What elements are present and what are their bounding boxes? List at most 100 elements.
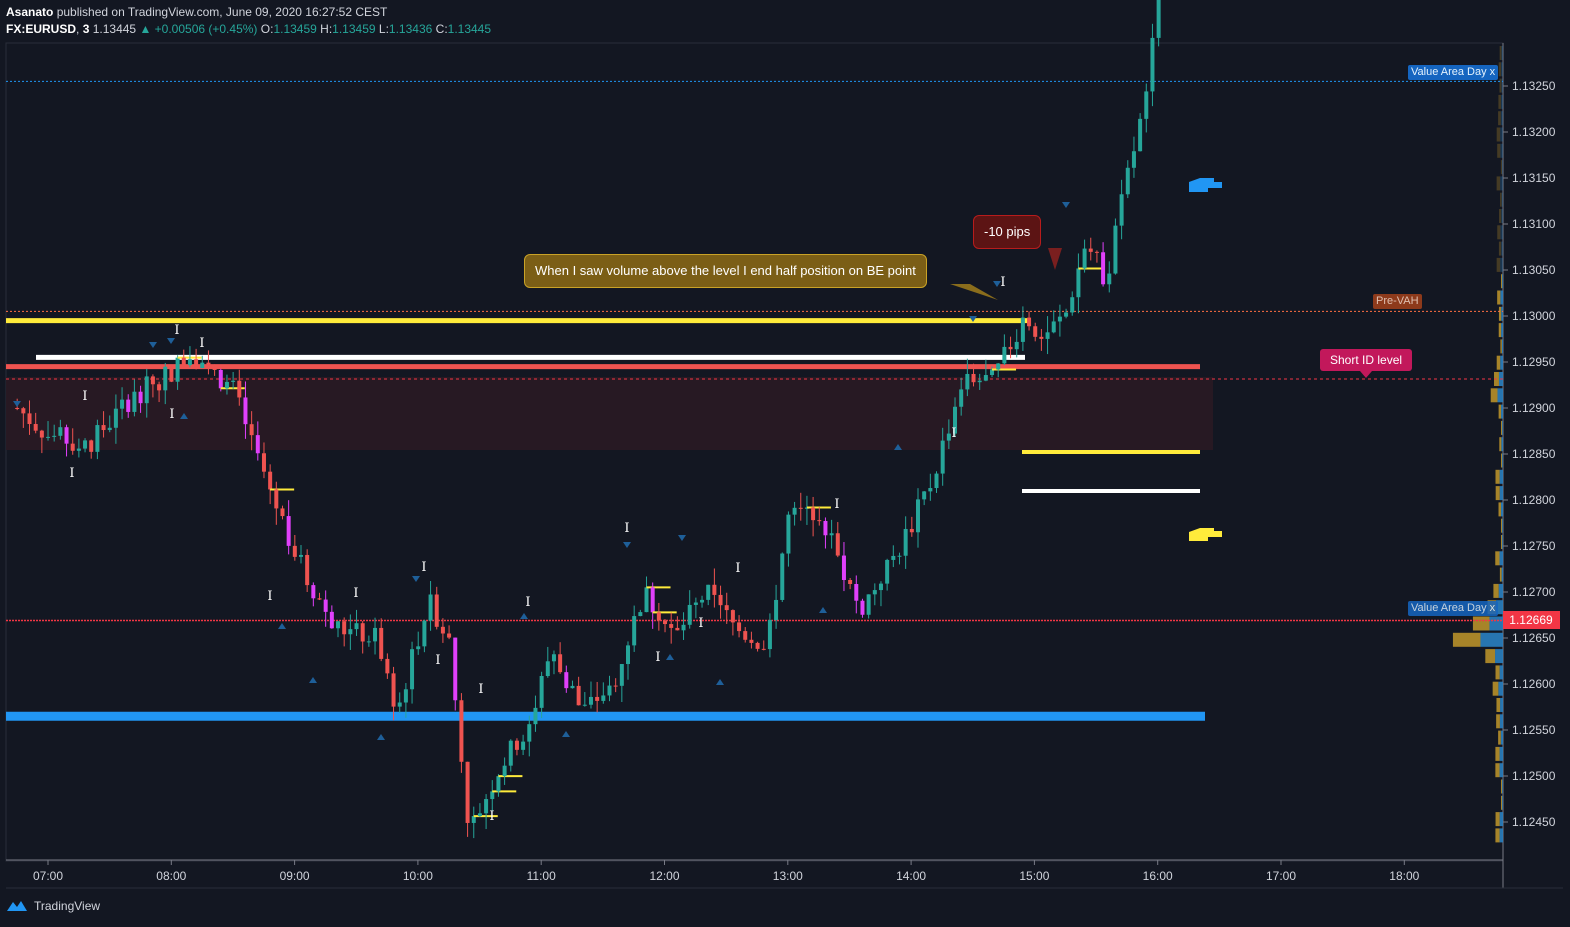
profile-sell-bar	[1500, 192, 1502, 207]
candle-body	[107, 427, 112, 431]
open-label: O:	[260, 22, 274, 36]
candle-body	[761, 648, 766, 650]
candle-body	[848, 579, 853, 584]
profile-buy-bar	[1500, 257, 1503, 272]
buy-signal-icon	[520, 613, 528, 619]
price-tick-label: 1.12650	[1512, 631, 1556, 645]
profile-buy-bar	[1502, 274, 1503, 289]
candle-body	[663, 620, 668, 625]
candle-body	[749, 639, 754, 643]
candle-body	[194, 359, 199, 369]
current-price-label: 1.12669	[1509, 613, 1553, 627]
candle-body	[551, 654, 556, 662]
short-id-label[interactable]: Short ID level	[1320, 349, 1413, 371]
author-name[interactable]: Asanato	[6, 5, 54, 19]
cursor-marker: I	[82, 389, 87, 404]
profile-buy-bar	[1498, 681, 1503, 696]
profile-buy-bar	[1499, 746, 1503, 761]
candle-body	[644, 587, 649, 613]
price-tick-label: 1.12600	[1512, 677, 1556, 691]
profile-sell-bar	[1498, 323, 1502, 338]
candle-body	[33, 424, 38, 431]
candle-body	[317, 598, 322, 600]
buy-signal-icon	[309, 677, 317, 683]
candle-body	[687, 604, 692, 625]
cursor-marker: I	[1000, 275, 1005, 290]
candle-body	[946, 433, 951, 441]
time-tick-label: 10:00	[403, 869, 433, 883]
candle-body	[1057, 316, 1062, 322]
profile-buy-bar	[1499, 486, 1503, 501]
candle-body	[286, 516, 291, 546]
time-tick-label: 14:00	[896, 869, 926, 883]
candle-body	[823, 520, 828, 536]
candle-body	[360, 623, 365, 642]
candle-body	[175, 357, 180, 382]
candle-body	[385, 658, 390, 674]
value-area-bottom-label[interactable]: Value Area Day x	[1408, 601, 1499, 616]
short-id-tail	[1360, 371, 1372, 378]
candle-body	[323, 599, 328, 612]
profile-sell-bar	[1501, 535, 1503, 549]
profile-sell-bar	[1493, 583, 1499, 598]
cursor-marker: I	[624, 521, 629, 536]
be-callout[interactable]: When I saw volume above the level I end …	[524, 254, 927, 288]
candle-body	[52, 435, 57, 437]
price-axis: 1.13250 1.13200 1.13150 1.13100 1.13050 1.130…	[1503, 79, 1556, 829]
candle-body	[990, 369, 995, 376]
profile-buy-bar	[1502, 779, 1503, 794]
brand-name[interactable]: TradingView	[34, 899, 101, 913]
candle-body	[1014, 341, 1019, 350]
chart-border	[5, 42, 1504, 862]
candle-body	[632, 616, 637, 646]
profile-sell-bar	[1495, 469, 1500, 484]
profile-buy-bar	[1501, 339, 1503, 354]
pips-callout[interactable]: -10 pips	[973, 215, 1042, 249]
symbol-label[interactable]: FX:EURUSD	[6, 22, 77, 36]
time-tick-label: 16:00	[1143, 869, 1173, 883]
profile-buy-bar	[1501, 567, 1503, 582]
candle-body	[1138, 118, 1143, 152]
candle-body	[558, 654, 563, 673]
profile-buy-bar	[1499, 812, 1503, 827]
candle-body	[70, 443, 75, 451]
cursor-marker: I	[698, 616, 703, 631]
profile-sell-bar	[1495, 746, 1500, 761]
profile-sell-bar	[1496, 698, 1501, 712]
buy-signal-icon	[278, 623, 286, 629]
pre-vah-label[interactable]: Pre-VAH	[1373, 294, 1422, 309]
yellow-arrow-marker	[1189, 528, 1222, 541]
interval-label[interactable]: 3	[82, 22, 90, 36]
candle-body	[582, 704, 587, 706]
price-tick-label: 1.12750	[1512, 539, 1556, 553]
time-tick-label: 15:00	[1019, 869, 1049, 883]
candle-body	[237, 380, 242, 398]
close-label: C:	[435, 22, 448, 36]
sell-signal-icon	[13, 401, 21, 407]
cursor-marker: I	[169, 407, 174, 422]
profile-sell-bar	[1498, 241, 1502, 256]
profile-sell-bar	[1498, 306, 1502, 321]
candle-body	[953, 406, 958, 434]
candle-body	[934, 473, 939, 489]
candle-body	[539, 676, 544, 708]
candle-body	[280, 508, 285, 517]
profile-sell-bar	[1495, 763, 1500, 778]
cursor-marker: I	[435, 653, 440, 668]
candles[interactable]	[15, 0, 1167, 839]
candle-body	[626, 645, 631, 665]
candle-body	[138, 391, 143, 404]
profile-sell-bar	[1501, 420, 1503, 435]
candle-body	[150, 376, 155, 385]
buy-signal-icon	[716, 679, 724, 685]
value-area-top-label[interactable]: Value Area Day x	[1408, 65, 1499, 80]
candle-body	[595, 696, 600, 701]
candle-body	[1150, 37, 1155, 92]
candle-body	[928, 488, 933, 492]
profile-buy-bar	[1501, 62, 1503, 77]
candle-body	[767, 620, 772, 650]
profile-buy-bar	[1500, 355, 1503, 370]
cursor-marker: I	[478, 682, 483, 697]
profile-buy-bar	[1502, 535, 1503, 549]
